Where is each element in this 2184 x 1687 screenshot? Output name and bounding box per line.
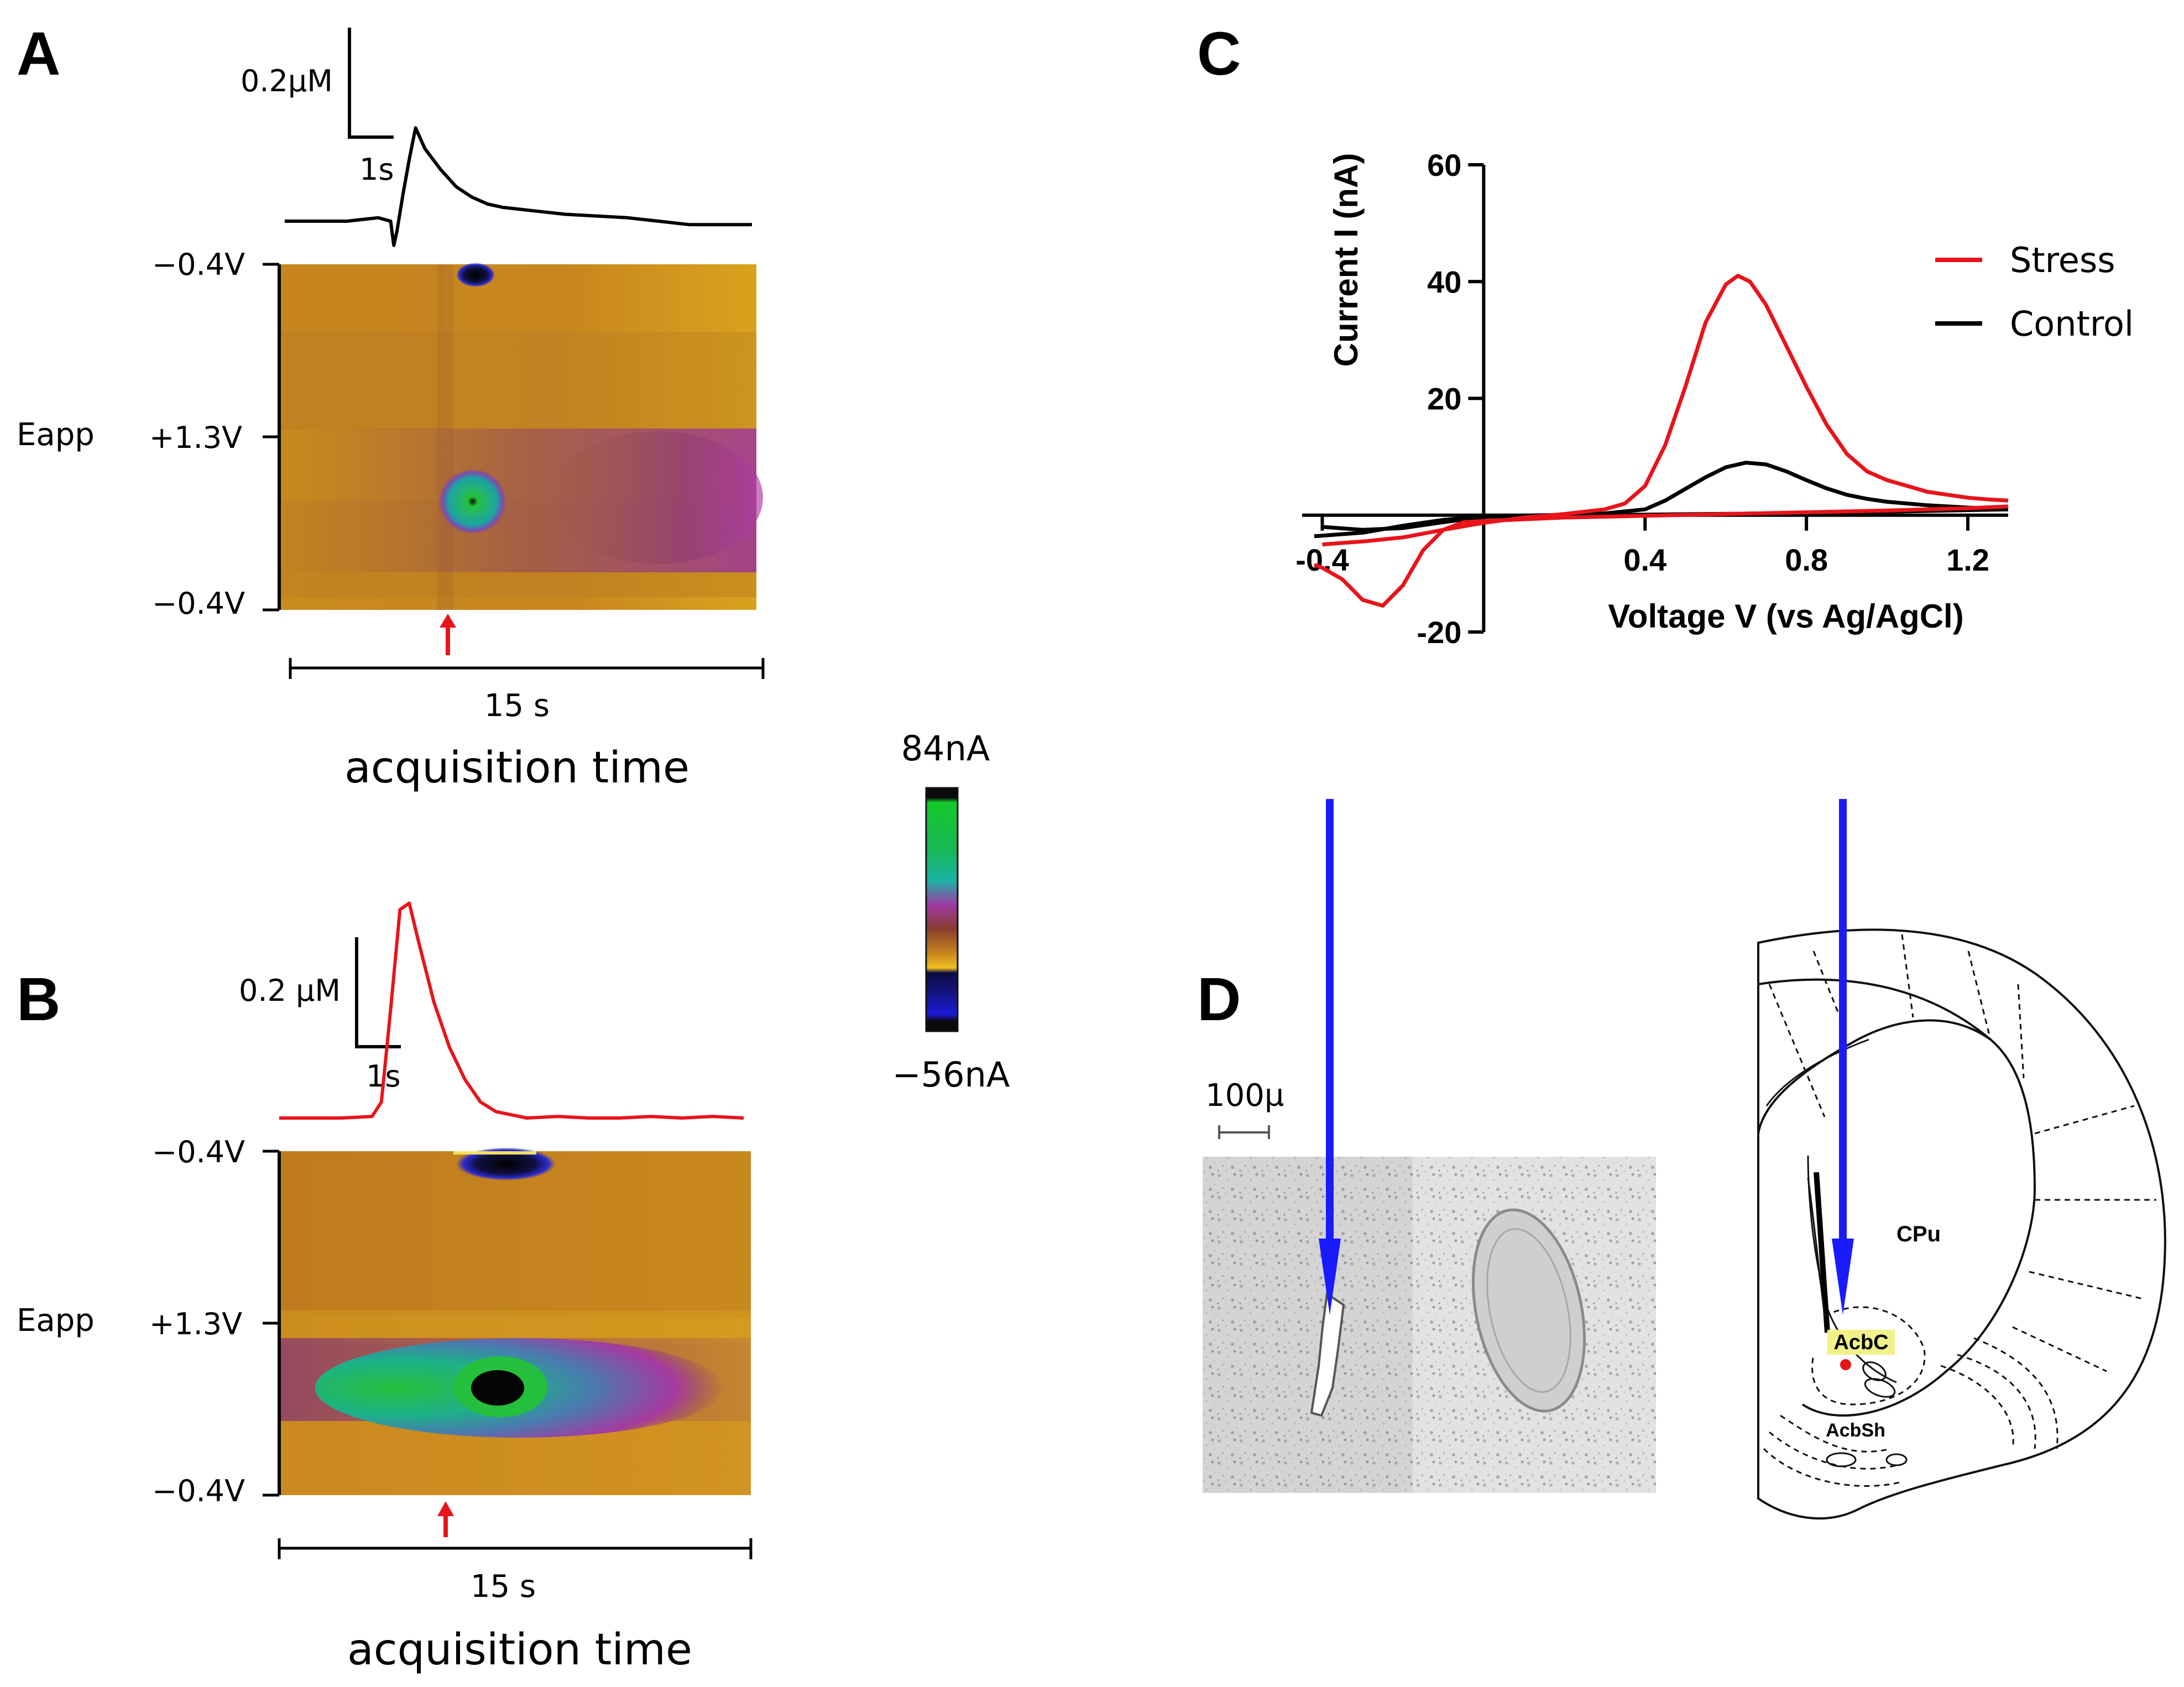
panel-c-letter: C: [1197, 20, 1241, 88]
cv-series-control-reverse: [1314, 507, 2009, 539]
cv-xtick-label: 1.2: [1946, 542, 1989, 577]
atlas-acbc-highlight: [1827, 1330, 1895, 1355]
cv-ytick-label: 40: [1427, 264, 1461, 299]
panel-a-eapp-label: Eapp: [17, 417, 95, 453]
panel-b-scalebar-conc: 0.2 µM: [239, 973, 341, 1008]
recording-site-marker: [1840, 1359, 1851, 1370]
atlas-label-acbsh: AcbSh: [1826, 1420, 1885, 1441]
panel-b-eapp-label: Eapp: [17, 1303, 95, 1339]
atlas-label-cpu: CPu: [1896, 1222, 1941, 1246]
cv-xtick-label: 0.4: [1623, 542, 1666, 577]
cv-xaxis-title: Voltage V (vs Ag/AgCl): [1608, 598, 1963, 635]
colorbar-scale: [925, 787, 959, 1032]
colorbar: 84nA −56nA: [892, 728, 1010, 1095]
panel-a-ytick-bottom: −0.4V: [152, 586, 245, 621]
panel-a-letter: A: [17, 20, 60, 88]
panel-a-scalebar: [348, 28, 394, 139]
histology-image: [1203, 1157, 1656, 1493]
panel-d-letter: D: [1197, 965, 1241, 1033]
panel-a-scalebar-conc: 0.2µM: [241, 64, 333, 98]
panel-b-xaxis-title: acquisition time: [347, 1625, 692, 1675]
panel-b-ytick-bottom: −0.4V: [152, 1474, 245, 1508]
panel-b-concentration-trace: [279, 901, 744, 1120]
panel-b-ytick-mid: +1.3V: [149, 1307, 242, 1341]
brain-atlas-section: [1757, 928, 2166, 1519]
panel-a-duration-label: 15 s: [484, 688, 550, 724]
cv-ytick-label: 60: [1427, 148, 1461, 182]
cv-xtick-label: -0.4: [1295, 542, 1349, 577]
panel-a-concentration-trace: [285, 126, 752, 247]
colorbar-min-label: −56nA: [892, 1054, 1010, 1095]
colorbar-max-label: 84nA: [901, 728, 990, 769]
panel-a-colorplot: [279, 263, 763, 610]
cv-ytick-label: 20: [1427, 382, 1461, 416]
cv-yaxis-title: Current I (nA): [1328, 153, 1365, 367]
panel-a-ytick-top: −0.4V: [152, 247, 245, 282]
panel-b-ytick-top: −0.4V: [152, 1135, 245, 1169]
atlas-label-acbc: AcbC: [1833, 1331, 1888, 1354]
panel-b: B 0.2 µM 1s −0.4V +1.3V −0.4V Eapp: [17, 901, 753, 1675]
cv-series-control-forward: [1322, 461, 2008, 532]
panel-b-letter: B: [17, 965, 60, 1033]
panel-a-xaxis-title: acquisition time: [344, 743, 689, 793]
panel-a-scalebar-time: 1s: [359, 152, 394, 187]
cv-xtick-label: 0.8: [1785, 542, 1828, 577]
cv-series-stress-reverse: [1313, 504, 2009, 608]
cv-legend-label-stress: Stress: [2010, 240, 2115, 280]
panel-b-colorplot: [279, 1147, 751, 1495]
cv-chart: -20 20 40 60 -0.4 0.4 0.8 1.2 Voltage V (vs Ag/A…: [1295, 148, 2134, 650]
panel-d-scale-label: 100µ: [1205, 1078, 1284, 1114]
panel-a: A 0.2µM 1s −0.4V +1.3V −0.4V Eapp: [17, 20, 765, 793]
panel-a-ytick-mid: +1.3V: [149, 420, 242, 455]
panel-c: C -20 20 40 60 -0.4 0.4 0.8 1.2 Voltage V (vs Ag…: [1197, 20, 2134, 650]
panel-b-duration-label: 15 s: [471, 1569, 536, 1605]
panel-d: D 100µ: [1197, 799, 2166, 1519]
cv-ytick-label: -20: [1417, 615, 1461, 650]
cv-legend-label-control: Control: [2010, 304, 2134, 344]
